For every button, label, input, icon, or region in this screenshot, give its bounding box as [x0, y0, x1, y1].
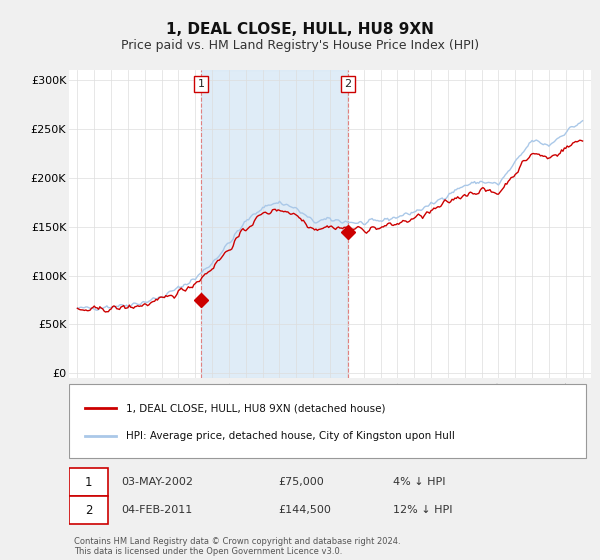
- FancyBboxPatch shape: [69, 496, 108, 525]
- Text: 03-MAY-2002: 03-MAY-2002: [121, 477, 193, 487]
- Text: Contains HM Land Registry data © Crown copyright and database right 2024.
This d: Contains HM Land Registry data © Crown c…: [74, 537, 401, 556]
- Text: 2: 2: [344, 79, 352, 89]
- Text: 1, DEAL CLOSE, HULL, HU8 9XN: 1, DEAL CLOSE, HULL, HU8 9XN: [166, 22, 434, 38]
- Text: 12% ↓ HPI: 12% ↓ HPI: [392, 505, 452, 515]
- FancyBboxPatch shape: [69, 468, 108, 496]
- Text: 04-FEB-2011: 04-FEB-2011: [121, 505, 193, 515]
- Text: £144,500: £144,500: [278, 505, 331, 515]
- Text: HPI: Average price, detached house, City of Kingston upon Hull: HPI: Average price, detached house, City…: [127, 431, 455, 441]
- Text: 1: 1: [85, 475, 92, 489]
- Bar: [201, 70, 348, 378]
- FancyBboxPatch shape: [69, 384, 586, 458]
- Text: 1, DEAL CLOSE, HULL, HU8 9XN (detached house): 1, DEAL CLOSE, HULL, HU8 9XN (detached h…: [127, 403, 386, 413]
- Text: £75,000: £75,000: [278, 477, 323, 487]
- Text: 4% ↓ HPI: 4% ↓ HPI: [392, 477, 445, 487]
- Text: Price paid vs. HM Land Registry's House Price Index (HPI): Price paid vs. HM Land Registry's House …: [121, 39, 479, 52]
- Text: 1: 1: [197, 79, 205, 89]
- Text: 2: 2: [85, 504, 92, 517]
